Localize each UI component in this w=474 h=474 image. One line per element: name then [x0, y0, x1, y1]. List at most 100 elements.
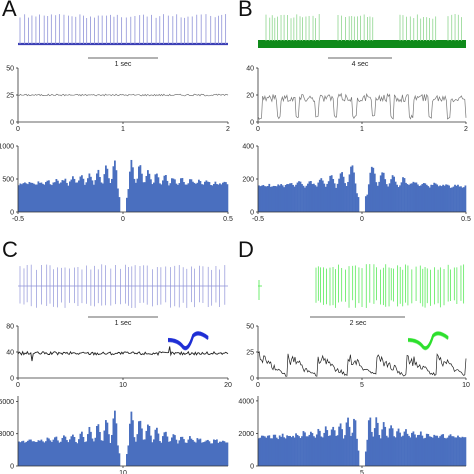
histogram-bar [445, 438, 447, 466]
hist-x-tick-label: 0.5 [223, 216, 233, 223]
histogram-bar [278, 185, 281, 212]
rate-y-tick-label: 80 [6, 324, 14, 331]
histogram-bar [93, 441, 95, 466]
histogram-bar [269, 438, 272, 466]
histogram-bar [79, 433, 82, 466]
histogram-bar [118, 197, 121, 212]
histogram-bar [36, 184, 38, 212]
histogram-bar [464, 437, 467, 466]
histogram-bar [226, 184, 229, 212]
histogram-bar [177, 443, 179, 466]
histogram-bar [433, 434, 436, 466]
histogram-bar [364, 196, 367, 212]
histogram-bar [205, 440, 208, 466]
hist-x-tick-label: 0 [121, 216, 125, 223]
histogram-bar [339, 423, 342, 466]
histogram-bar [186, 184, 188, 212]
histogram-bar [142, 182, 145, 212]
histogram-bar [168, 185, 170, 212]
histogram-bar [315, 186, 318, 212]
histogram-bar [45, 441, 47, 466]
hist-y-tick-label: 6000 [0, 399, 14, 406]
histogram-bar [112, 418, 115, 466]
histogram-bar [85, 441, 88, 466]
panel-d-spike-waveform [407, 331, 449, 351]
histogram-bar [332, 179, 335, 212]
histogram-bar [102, 440, 104, 466]
histogram-bar [381, 172, 384, 212]
histogram-bar [258, 185, 260, 212]
histogram-bar [174, 435, 176, 466]
histogram-bar [299, 181, 302, 212]
histogram-bar [84, 442, 86, 466]
histogram-bar [147, 424, 149, 466]
histogram-bar [464, 185, 467, 212]
histogram-bar [277, 184, 280, 212]
histogram-bar [171, 178, 173, 212]
histogram-bar [21, 441, 23, 466]
histogram-bar [269, 186, 272, 212]
histogram-bar [75, 441, 77, 466]
panel-a-spike-trace [18, 14, 228, 46]
histogram-bar [52, 439, 55, 466]
histogram-bar [431, 184, 434, 212]
histogram-bar [214, 440, 217, 466]
histogram-bar [187, 183, 190, 212]
histogram-bar [78, 439, 80, 466]
histogram-bar [37, 440, 40, 466]
histogram-bar [318, 179, 321, 212]
histogram-bar [129, 423, 131, 466]
histogram-bar [307, 183, 309, 212]
histogram-bar [382, 422, 385, 466]
histogram-bar [108, 434, 110, 466]
histogram-bar [442, 434, 445, 466]
histogram-bar [136, 178, 139, 212]
histogram-bar [99, 431, 101, 466]
histogram-bar [22, 183, 25, 212]
histogram-bar [109, 442, 112, 466]
histogram-bar [406, 433, 409, 466]
histogram-bar [151, 442, 154, 466]
histogram-bar [100, 440, 103, 466]
histogram-bar [19, 442, 22, 466]
histogram-bar [183, 439, 185, 466]
histogram-bar [118, 453, 121, 466]
histogram-bar [393, 176, 395, 212]
histogram-bar [268, 435, 271, 466]
histogram-bar [208, 182, 211, 212]
histogram-bar [196, 438, 199, 466]
histogram-bar [460, 437, 462, 466]
histogram-bar [79, 176, 82, 212]
histogram-bar [353, 172, 355, 212]
histogram-bar [280, 184, 283, 212]
histogram-bar [317, 428, 320, 466]
panel-c-rate-chart: 0 40 80 0 10 20 [6, 324, 232, 390]
histogram-bar [446, 184, 449, 212]
histogram-bar [219, 441, 221, 466]
histogram-bar [156, 427, 158, 466]
histogram-bar [350, 436, 352, 466]
histogram-bar [280, 436, 283, 466]
histogram-bar [281, 433, 284, 466]
histogram-bar [402, 177, 404, 212]
histogram-bar [378, 434, 381, 466]
panel-d-spike-trace [258, 264, 465, 308]
histogram-bar [369, 172, 372, 212]
histogram-bar [260, 435, 263, 466]
histogram-bar [81, 431, 83, 466]
histogram-bar [93, 184, 95, 212]
histogram-bar [336, 183, 339, 212]
histogram-bar [205, 180, 208, 212]
histogram-bar [305, 436, 308, 466]
histogram-bar [211, 185, 214, 212]
histogram-bar [46, 180, 49, 212]
histogram-bar [425, 184, 428, 212]
histogram-bar [381, 429, 384, 466]
waveform-trace [407, 333, 449, 350]
histogram-bar [376, 422, 379, 466]
histogram-bar [338, 426, 341, 466]
histogram-bar [418, 434, 421, 466]
histogram-bar [27, 184, 29, 212]
histogram-bar [402, 435, 404, 466]
